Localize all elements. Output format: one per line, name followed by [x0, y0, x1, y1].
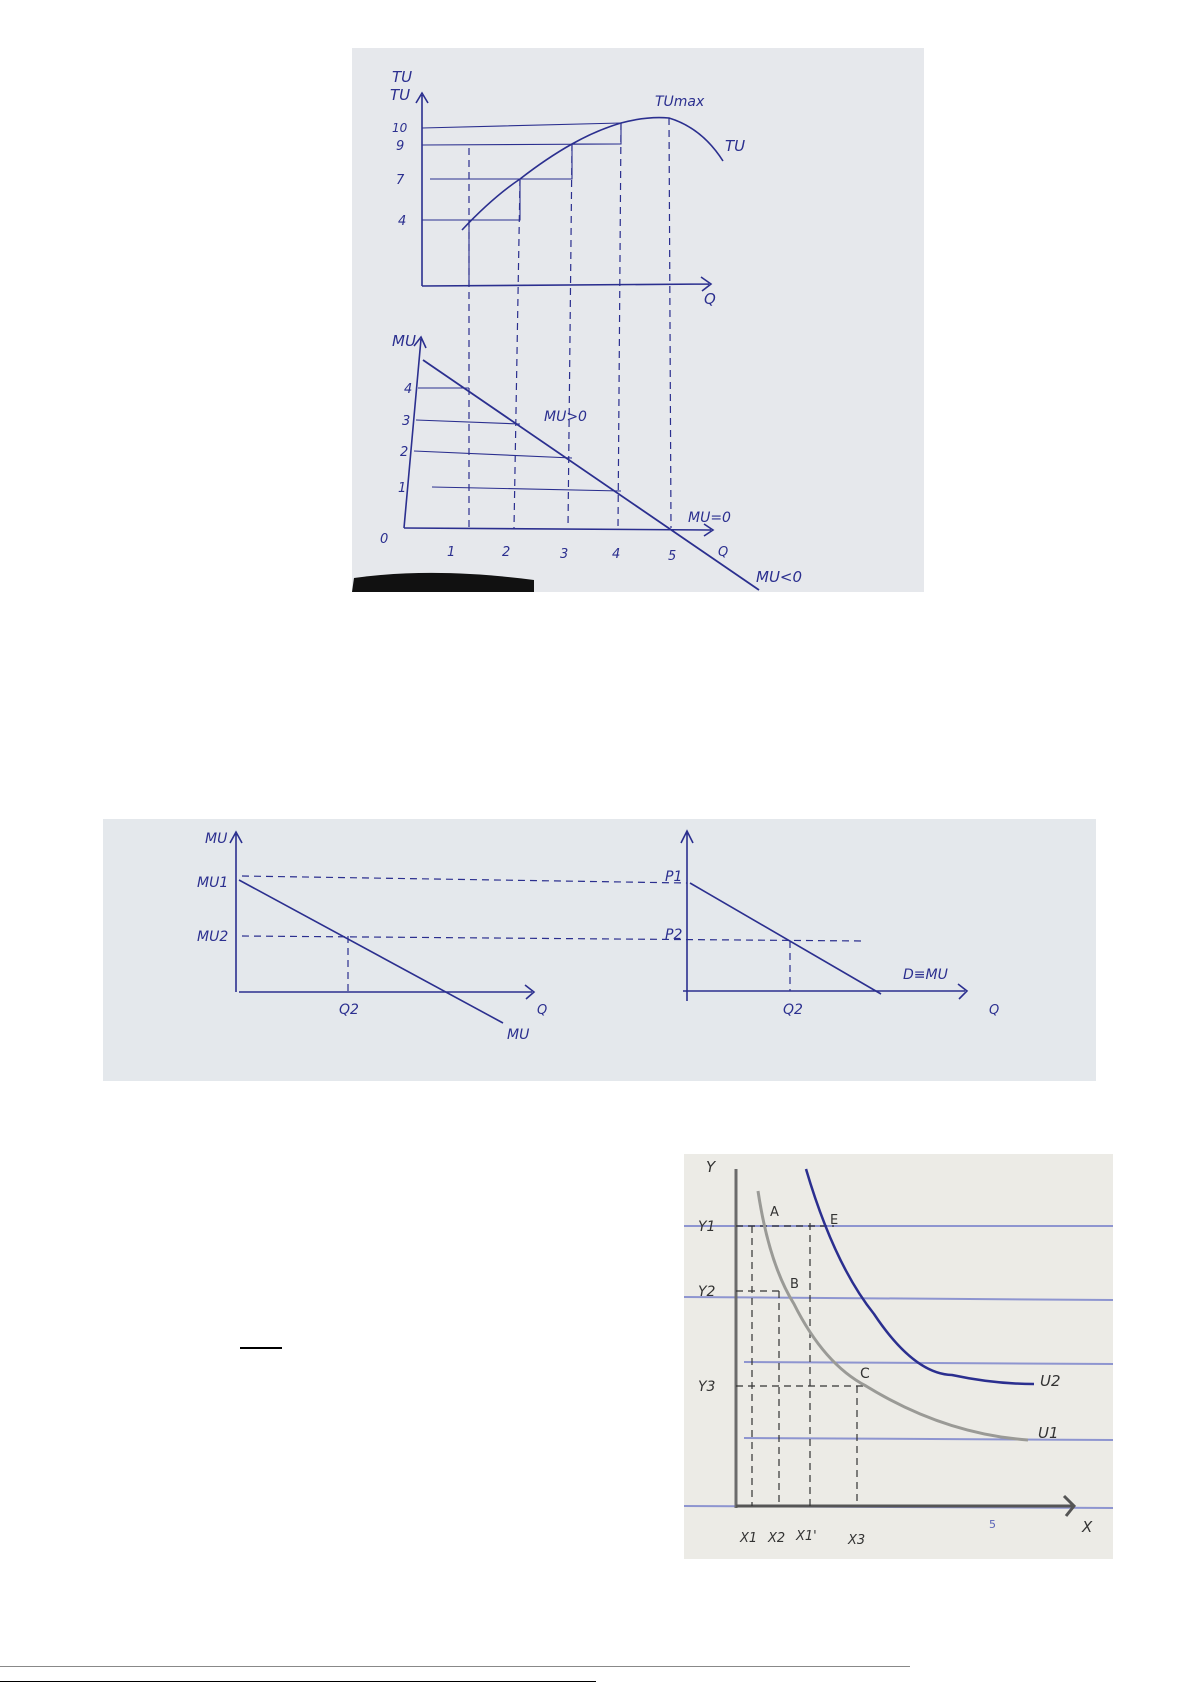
left-q2-label: Q2 [339, 1002, 359, 1018]
demand-line [689, 882, 882, 995]
mu-negative-label: MU<0 [756, 568, 802, 586]
u1-curve [756, 1190, 1029, 1442]
mu-level-lines [413, 387, 622, 492]
tu-x-label: Q [704, 290, 716, 308]
tick-9: 9 [396, 139, 404, 154]
text-underline [240, 1347, 282, 1349]
y2-label: Y2 [698, 1284, 716, 1300]
left-mu-label: MU [507, 1027, 529, 1043]
projection-dashes [468, 117, 672, 529]
mu-demand-diagram-photo: MU MU1 MU2 Q2 Q MU P1 P2 Q2 D≡MU Q [103, 819, 1096, 1081]
right-y-axis [680, 829, 694, 1001]
tu-axis-label: TU [392, 68, 412, 86]
mu-positive-label: MU>0 [544, 409, 587, 425]
y-axis-label: Y [706, 1158, 717, 1176]
p2-label: P2 [665, 927, 682, 943]
mu-axis-label: MU [205, 831, 227, 847]
indifference-curves-photo: Y X Y1 Y2 Y3 A E B C U2 U1 X1 X2 X1' X3 … [684, 1154, 1113, 1559]
tick-10: 10 [392, 121, 408, 135]
tick-x-4: 4 [612, 547, 620, 562]
footer-rule [0, 1666, 910, 1667]
tick-1: 1 [398, 481, 406, 496]
tu-curve [461, 116, 724, 231]
tick-2: 2 [400, 445, 408, 460]
y3-label: Y3 [698, 1379, 715, 1395]
y1-label: Y1 [698, 1219, 715, 1235]
left-mu-line [238, 879, 504, 1024]
x1-label: X1 [739, 1531, 757, 1546]
tick-x-3: 3 [560, 547, 568, 562]
u2-label: U2 [1040, 1372, 1061, 1390]
mu2-label: MU2 [197, 929, 228, 945]
left-q-label: Q [537, 1003, 547, 1018]
notebook-lines [684, 1225, 1113, 1509]
x-axis-label: X [1081, 1518, 1093, 1536]
price-link-dashes [241, 875, 866, 942]
u2-curve [804, 1168, 1035, 1386]
tick-4: 4 [398, 214, 406, 229]
point-c: C [860, 1366, 870, 1382]
tick-4: 4 [404, 382, 412, 397]
tick-x-1: 1 [447, 545, 455, 560]
mu-y-axis [403, 335, 427, 529]
right-q2-label: Q2 [783, 1002, 803, 1018]
x-axis [736, 1494, 1077, 1517]
mu-axis-label: MU [392, 332, 416, 350]
tu-x-axis [421, 276, 713, 292]
right-q-label: Q [989, 1003, 999, 1018]
tu-y-axis [415, 91, 429, 286]
mu-x-label: Q [718, 545, 728, 560]
point-b: B [790, 1277, 799, 1292]
p1-label: P1 [665, 869, 682, 885]
scale-mark-5: 5 [989, 1518, 996, 1531]
tu-mu-diagram-photo: TU TU Q 10 9 7 4 TUmax TU MU 0 4 3 [352, 48, 924, 592]
left-x-axis [239, 984, 536, 1000]
tu-y-ticks: 10 9 7 4 [392, 121, 408, 229]
tu-curve-label: TU [725, 137, 745, 155]
tick-x-5: 5 [668, 549, 676, 564]
tick-x-2: 2 [502, 545, 510, 560]
mu-line [422, 359, 760, 591]
x1-prime-label: X1' [795, 1529, 817, 1544]
demand-label: D≡MU [903, 967, 948, 983]
tick-7: 7 [396, 173, 405, 188]
tu-step-lines [421, 122, 622, 286]
tick-3: 3 [402, 414, 410, 429]
point-e: E [830, 1213, 838, 1228]
u1-label: U1 [1038, 1424, 1059, 1442]
x3-label: X3 [847, 1533, 865, 1548]
tu-axis-overwrite: TU [390, 86, 410, 104]
origin-label: 0 [380, 532, 388, 547]
mu-y-ticks: 4 3 2 1 [398, 382, 412, 496]
tu-max-label: TUmax [655, 94, 705, 110]
mu-x-ticks: 1 2 3 4 5 [447, 545, 676, 564]
left-y-axis [229, 830, 243, 992]
mu-zero-label: MU=0 [688, 510, 731, 526]
right-x-axis [683, 983, 969, 1000]
x2-label: X2 [767, 1531, 785, 1546]
footnote-separator [0, 1681, 596, 1682]
mu-x-axis [403, 523, 715, 537]
mu1-label: MU1 [197, 875, 228, 891]
point-a: A [770, 1205, 779, 1220]
guide-dashes [736, 1223, 866, 1506]
redacted-scribble [352, 572, 534, 592]
